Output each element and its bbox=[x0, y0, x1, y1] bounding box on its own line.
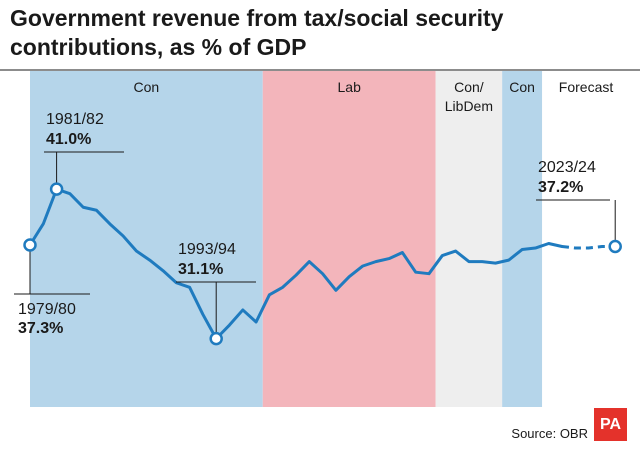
annotation-marker bbox=[23, 238, 37, 252]
annotation-year: 2023/24 bbox=[538, 159, 596, 176]
period-label: Con/ bbox=[454, 79, 484, 95]
title-line-1: Government revenue from tax/social secur… bbox=[10, 5, 504, 31]
annotation-marker bbox=[608, 239, 622, 254]
period-band-con bbox=[435, 71, 503, 407]
period-label: Con bbox=[134, 79, 160, 95]
annotation-marker bbox=[209, 331, 223, 346]
period-label: Forecast bbox=[559, 79, 614, 95]
pa-logo: PA bbox=[594, 408, 627, 441]
series-line-actual bbox=[28, 187, 564, 341]
period-band-lab bbox=[262, 71, 436, 407]
annotation-value: 37.2% bbox=[538, 179, 583, 196]
annotation-marker bbox=[49, 182, 64, 196]
title-line-2: contributions, as % of GDP bbox=[10, 34, 307, 60]
period-label: Con bbox=[509, 79, 535, 95]
source-note: Source: OBR bbox=[511, 426, 588, 441]
series-line-forecast bbox=[561, 245, 616, 250]
annotation-year: 1981/82 bbox=[46, 111, 104, 128]
annotation-value: 41.0% bbox=[46, 131, 91, 148]
chart-title: Government revenue from tax/social secur… bbox=[10, 4, 630, 62]
annotation-value: 37.3% bbox=[18, 320, 63, 337]
annotation-year: 1993/94 bbox=[178, 241, 236, 258]
period-band-con bbox=[502, 71, 543, 407]
annotation-year: 1979/80 bbox=[18, 301, 76, 318]
period-label: Lab bbox=[338, 79, 362, 95]
annotation-value: 31.1% bbox=[178, 261, 223, 278]
period-band-con bbox=[30, 71, 263, 407]
period-label-2: LibDem bbox=[445, 98, 493, 114]
